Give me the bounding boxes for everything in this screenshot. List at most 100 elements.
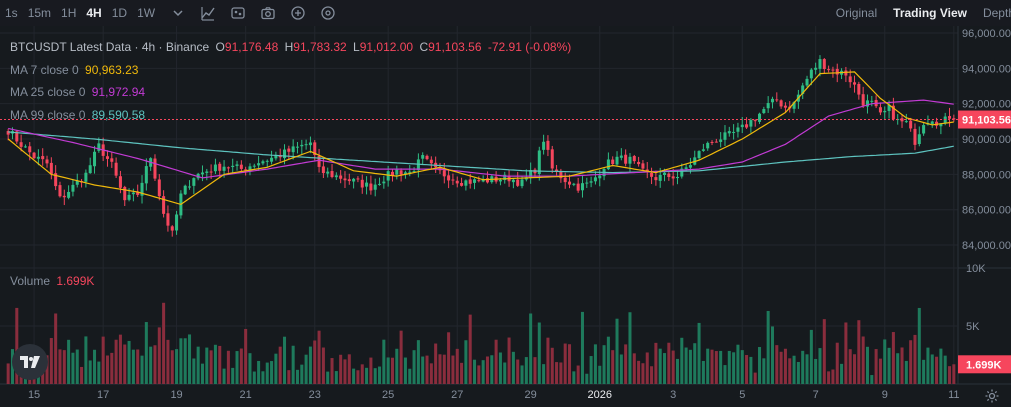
candle-body xyxy=(878,107,882,113)
candle-body xyxy=(209,171,213,173)
volume-bar xyxy=(559,362,563,384)
volume-bar xyxy=(814,358,818,384)
volume-bar xyxy=(606,336,610,384)
candle-body xyxy=(157,179,161,197)
candle-body xyxy=(429,159,433,164)
candle-body xyxy=(770,98,774,103)
candle-body xyxy=(658,174,662,181)
candle-body xyxy=(308,142,312,146)
volume-bar xyxy=(261,371,265,384)
timeframe-1w[interactable]: 1W xyxy=(137,6,156,20)
volume-bar xyxy=(568,344,572,384)
candle-body xyxy=(144,166,148,184)
candle-body xyxy=(516,179,520,186)
volume-bar xyxy=(663,353,667,384)
candle-body xyxy=(183,185,187,195)
volume-bar xyxy=(775,345,779,384)
volume-bar xyxy=(948,366,952,384)
time-tick-label: 7 xyxy=(813,389,819,401)
candlestick-chart[interactable]: 96,000.00 94,000.00 92,000.00 90,000.00 88,0… xyxy=(0,26,1011,407)
volume-bar xyxy=(412,350,416,384)
time-tick-label: 5 xyxy=(739,389,745,401)
volume-bar xyxy=(75,349,79,384)
view-tab-original[interactable]: Original xyxy=(835,6,878,20)
volume-bar xyxy=(740,350,744,384)
candle-body xyxy=(675,176,679,179)
candle-body xyxy=(6,131,10,135)
timeframe-1s[interactable]: 1s xyxy=(5,6,18,20)
volume-bar xyxy=(438,354,442,384)
volume-bar xyxy=(399,330,403,384)
volume-bar xyxy=(183,338,187,384)
candle-body xyxy=(464,180,468,186)
candle-body xyxy=(188,186,192,188)
timeframe-1h[interactable]: 1H xyxy=(61,6,77,20)
volume-bar xyxy=(654,342,658,384)
volume-bar xyxy=(382,339,386,384)
legend-ma25-row: MA 25 close 0 91,972.94 xyxy=(10,85,148,99)
price-tick-label: 88,000.00 xyxy=(962,169,1011,181)
candle-body xyxy=(913,128,917,145)
volume-bar xyxy=(257,360,261,384)
candle-body xyxy=(883,110,887,113)
volume-bar xyxy=(244,328,248,384)
candle-body xyxy=(32,152,36,159)
candle-body xyxy=(917,134,921,145)
legend-ma7-row: MA 7 close 0 90,963.23 xyxy=(10,63,141,77)
volume-bar xyxy=(218,345,222,384)
indicator-icon[interactable] xyxy=(200,5,216,21)
candle-body xyxy=(576,183,580,191)
volume-bar xyxy=(295,369,299,384)
candle-body xyxy=(213,164,217,172)
settings-icon[interactable] xyxy=(230,5,246,21)
candle-body xyxy=(628,156,632,164)
candle-body xyxy=(356,178,360,180)
volume-bar xyxy=(304,354,308,384)
candle-body xyxy=(343,178,347,181)
view-tab-trading-view[interactable]: Trading View xyxy=(893,6,967,20)
candle-body xyxy=(930,121,934,124)
volume-bar xyxy=(520,365,524,384)
camera-icon[interactable] xyxy=(260,5,276,21)
volume-bar xyxy=(719,350,723,384)
candle-body xyxy=(503,174,507,181)
volume-bar xyxy=(213,344,217,384)
candle-body xyxy=(373,184,377,190)
volume-bar xyxy=(524,357,528,384)
volume-bar xyxy=(334,371,338,384)
candle-body xyxy=(559,171,563,179)
volume-tick-label: 10K xyxy=(966,263,986,275)
candle-body xyxy=(948,116,952,119)
indicator-chevron-icon[interactable] xyxy=(170,5,186,21)
candle-body xyxy=(520,179,524,187)
candle-body xyxy=(67,191,71,198)
candle-body xyxy=(952,118,956,120)
volume-bar xyxy=(390,357,394,384)
timeframe-1d[interactable]: 1D xyxy=(111,6,128,20)
last-price-tag xyxy=(958,110,1011,129)
view-tab-depth[interactable]: Depth xyxy=(982,6,1011,20)
volume-bar xyxy=(300,364,304,384)
volume-bar xyxy=(464,340,468,384)
volume-bar xyxy=(870,375,874,384)
ma99-label: MA 99 close 0 xyxy=(10,108,86,122)
candle-body xyxy=(93,151,97,167)
volume-bar xyxy=(952,364,956,384)
candle-body xyxy=(593,177,597,182)
volume-bar xyxy=(71,352,75,384)
chart-settings-icon[interactable] xyxy=(984,388,1000,404)
navigate-icon[interactable] xyxy=(320,5,336,21)
candle-body xyxy=(110,158,114,162)
volume-bar xyxy=(326,371,330,384)
chart-title: BTCUSDT Latest Data · 4h · Binance xyxy=(10,40,210,54)
timeframe-15m[interactable]: 15m xyxy=(27,6,52,20)
plus-icon[interactable] xyxy=(290,5,306,21)
candle-body xyxy=(403,172,407,175)
volume-bar xyxy=(788,358,792,384)
volume-bar xyxy=(511,351,515,384)
candle-body xyxy=(615,156,619,165)
timeframe-4h[interactable]: 4H xyxy=(86,6,102,20)
candle-body xyxy=(809,69,813,79)
candle-body xyxy=(542,141,546,150)
volume-bar xyxy=(805,354,809,384)
